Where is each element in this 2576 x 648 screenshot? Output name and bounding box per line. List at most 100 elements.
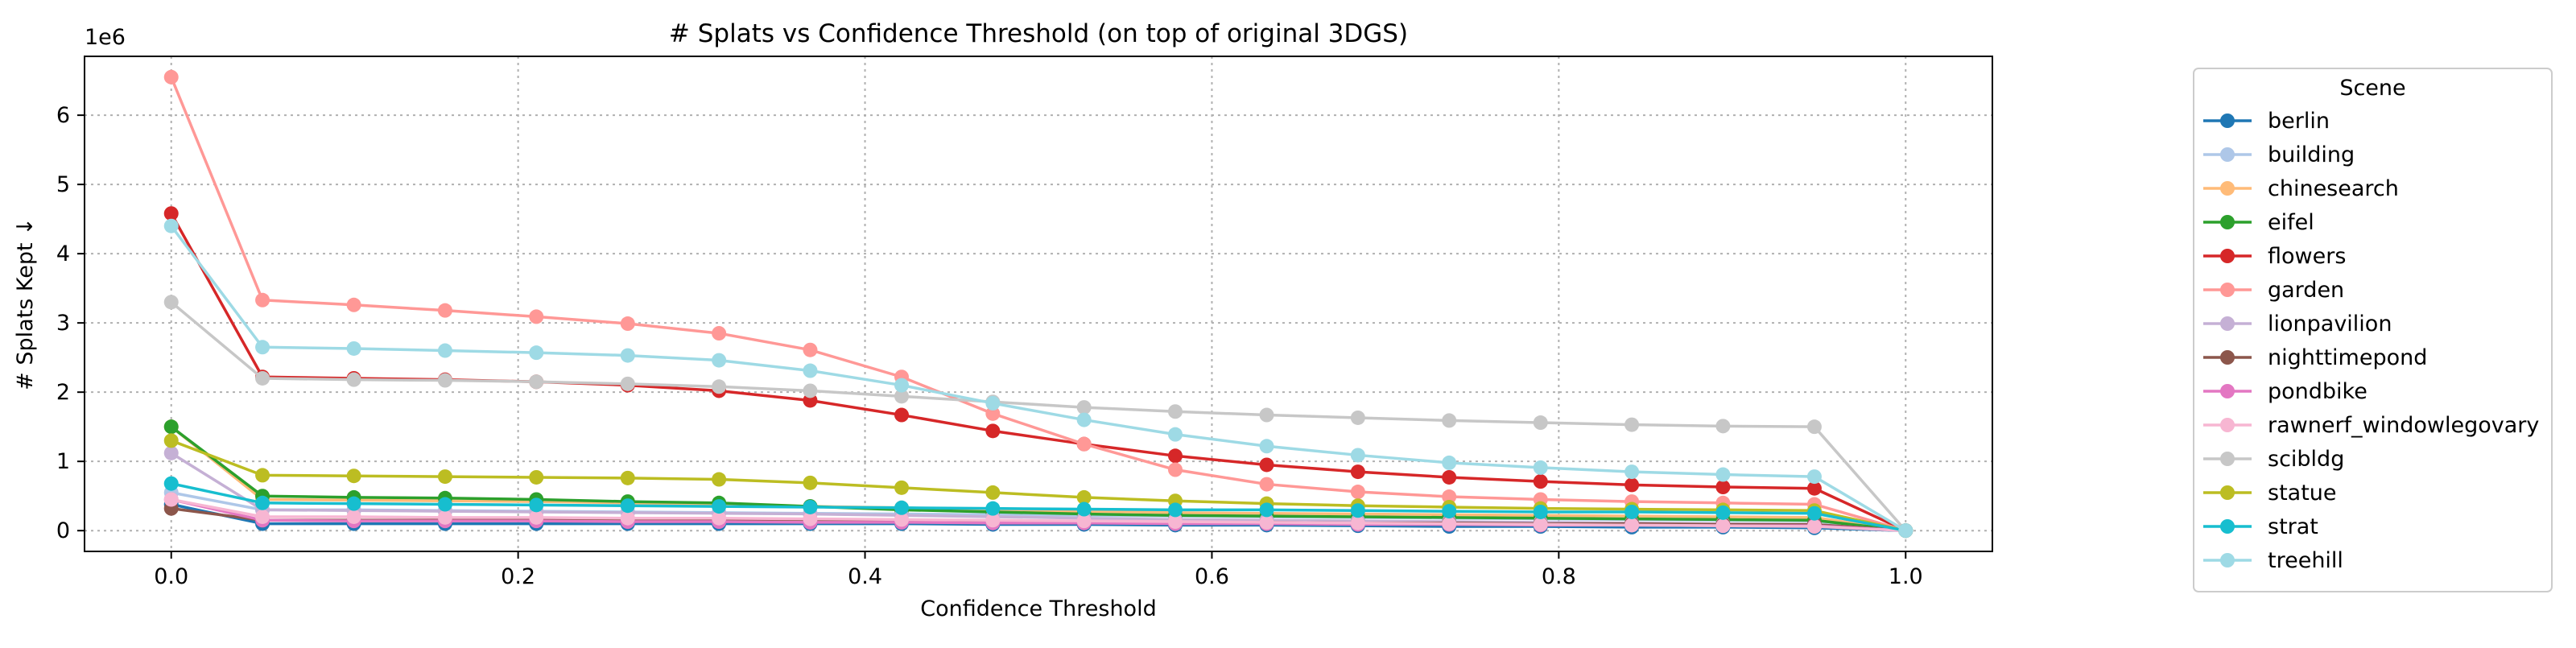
data-point	[255, 370, 270, 386]
data-point	[1167, 404, 1183, 419]
x-tick-label: 0.4	[848, 564, 882, 589]
data-point	[1076, 400, 1092, 415]
data-point	[894, 389, 910, 404]
data-point	[529, 374, 544, 390]
data-point	[620, 510, 635, 526]
data-point	[529, 510, 544, 525]
data-point	[163, 433, 179, 448]
legend-swatch-marker	[2220, 384, 2235, 398]
y-tick-label: 3	[56, 311, 70, 336]
data-point	[985, 501, 1001, 516]
data-point	[1259, 477, 1274, 492]
data-point	[1167, 502, 1183, 518]
data-point	[1624, 417, 1640, 432]
data-point	[529, 497, 544, 513]
x-tick-label: 0.2	[501, 564, 535, 589]
data-point	[255, 468, 270, 483]
data-point	[620, 470, 635, 485]
data-point	[255, 509, 270, 524]
legend-item-chinesearch: chinesearch	[2203, 176, 2399, 201]
data-point	[1167, 448, 1183, 464]
data-point	[894, 378, 910, 393]
data-point	[1715, 518, 1731, 534]
data-point	[255, 340, 270, 355]
legend-box	[2193, 68, 2553, 592]
y-tick-label: 1	[56, 449, 70, 474]
legend-item-treehill: treehill	[2203, 548, 2343, 573]
data-point	[620, 316, 635, 332]
series-line-strat	[171, 481, 1906, 532]
data-point	[1624, 504, 1640, 519]
data-point	[712, 379, 727, 394]
data-point	[529, 469, 544, 485]
data-point	[1533, 460, 1548, 475]
data-point	[1350, 515, 1365, 530]
legend-item-statue: statue	[2203, 481, 2337, 506]
data-point	[1167, 427, 1183, 442]
legend-item-strat: strat	[2203, 514, 2318, 539]
legend-swatch-marker	[2220, 283, 2235, 297]
data-point	[1442, 516, 1457, 531]
data-point	[255, 495, 270, 510]
data-point	[985, 395, 1001, 411]
legend-swatch-marker	[2220, 519, 2235, 534]
legend-swatch-marker	[2220, 452, 2235, 466]
legend-title: Scene	[2339, 76, 2405, 101]
y-tick-label: 4	[56, 241, 70, 266]
legend-items: berlin building chinesearch eifel flowers gar…	[2203, 109, 2539, 573]
data-point	[894, 512, 910, 527]
legend-swatch-marker	[2220, 215, 2235, 229]
series-line-garden	[170, 76, 1906, 532]
data-point	[1806, 469, 1822, 485]
legend-item-eifel: eifel	[2203, 210, 2314, 235]
data-point	[1624, 464, 1640, 480]
data-point	[1442, 455, 1457, 470]
legend-swatch-marker	[2220, 316, 2235, 331]
data-point	[163, 69, 179, 85]
data-point	[1076, 514, 1092, 529]
legend-swatch-marker	[2220, 181, 2235, 196]
legend-swatch-marker	[2220, 350, 2235, 365]
data-point	[894, 407, 910, 423]
data-point	[1806, 481, 1822, 496]
data-point	[1533, 415, 1548, 431]
data-point	[1350, 448, 1365, 463]
data-point	[437, 343, 452, 358]
data-point	[1624, 477, 1640, 493]
data-point	[712, 472, 727, 487]
data-point	[1442, 469, 1457, 485]
legend-label: statue	[2268, 481, 2337, 506]
legend-label: lionpavilion	[2268, 312, 2392, 336]
legend-label: berlin	[2268, 109, 2330, 134]
y-tick-label: 0	[56, 518, 70, 543]
data-point	[620, 376, 635, 391]
data-point	[1806, 506, 1822, 521]
data-point	[1350, 503, 1365, 518]
data-point	[1259, 407, 1274, 423]
data-point	[346, 496, 361, 511]
data-point	[529, 309, 544, 324]
data-point	[437, 469, 452, 485]
series-garden	[163, 69, 1913, 539]
data-point	[1806, 519, 1822, 534]
series-line-statue	[171, 439, 1906, 532]
data-point	[1442, 504, 1457, 519]
data-point	[620, 498, 635, 514]
data-point	[1167, 462, 1183, 477]
legend-swatch-marker	[2220, 418, 2235, 432]
y-tick-label: 2	[56, 380, 70, 405]
legend-swatch-marker	[2220, 147, 2235, 162]
legend-label: garden	[2268, 278, 2344, 303]
data-point	[437, 373, 452, 388]
series-line-rawnerf_windowlegovary	[171, 497, 1906, 532]
legend-item-building: building	[2203, 142, 2355, 167]
data-point	[1442, 413, 1457, 428]
y-tick-label: 6	[56, 103, 70, 128]
data-point	[712, 353, 727, 368]
y-tick-label: 5	[56, 172, 70, 197]
legend-item-nighttimepond: nighttimepond	[2203, 345, 2427, 370]
data-point	[163, 419, 179, 435]
data-point	[346, 297, 361, 312]
